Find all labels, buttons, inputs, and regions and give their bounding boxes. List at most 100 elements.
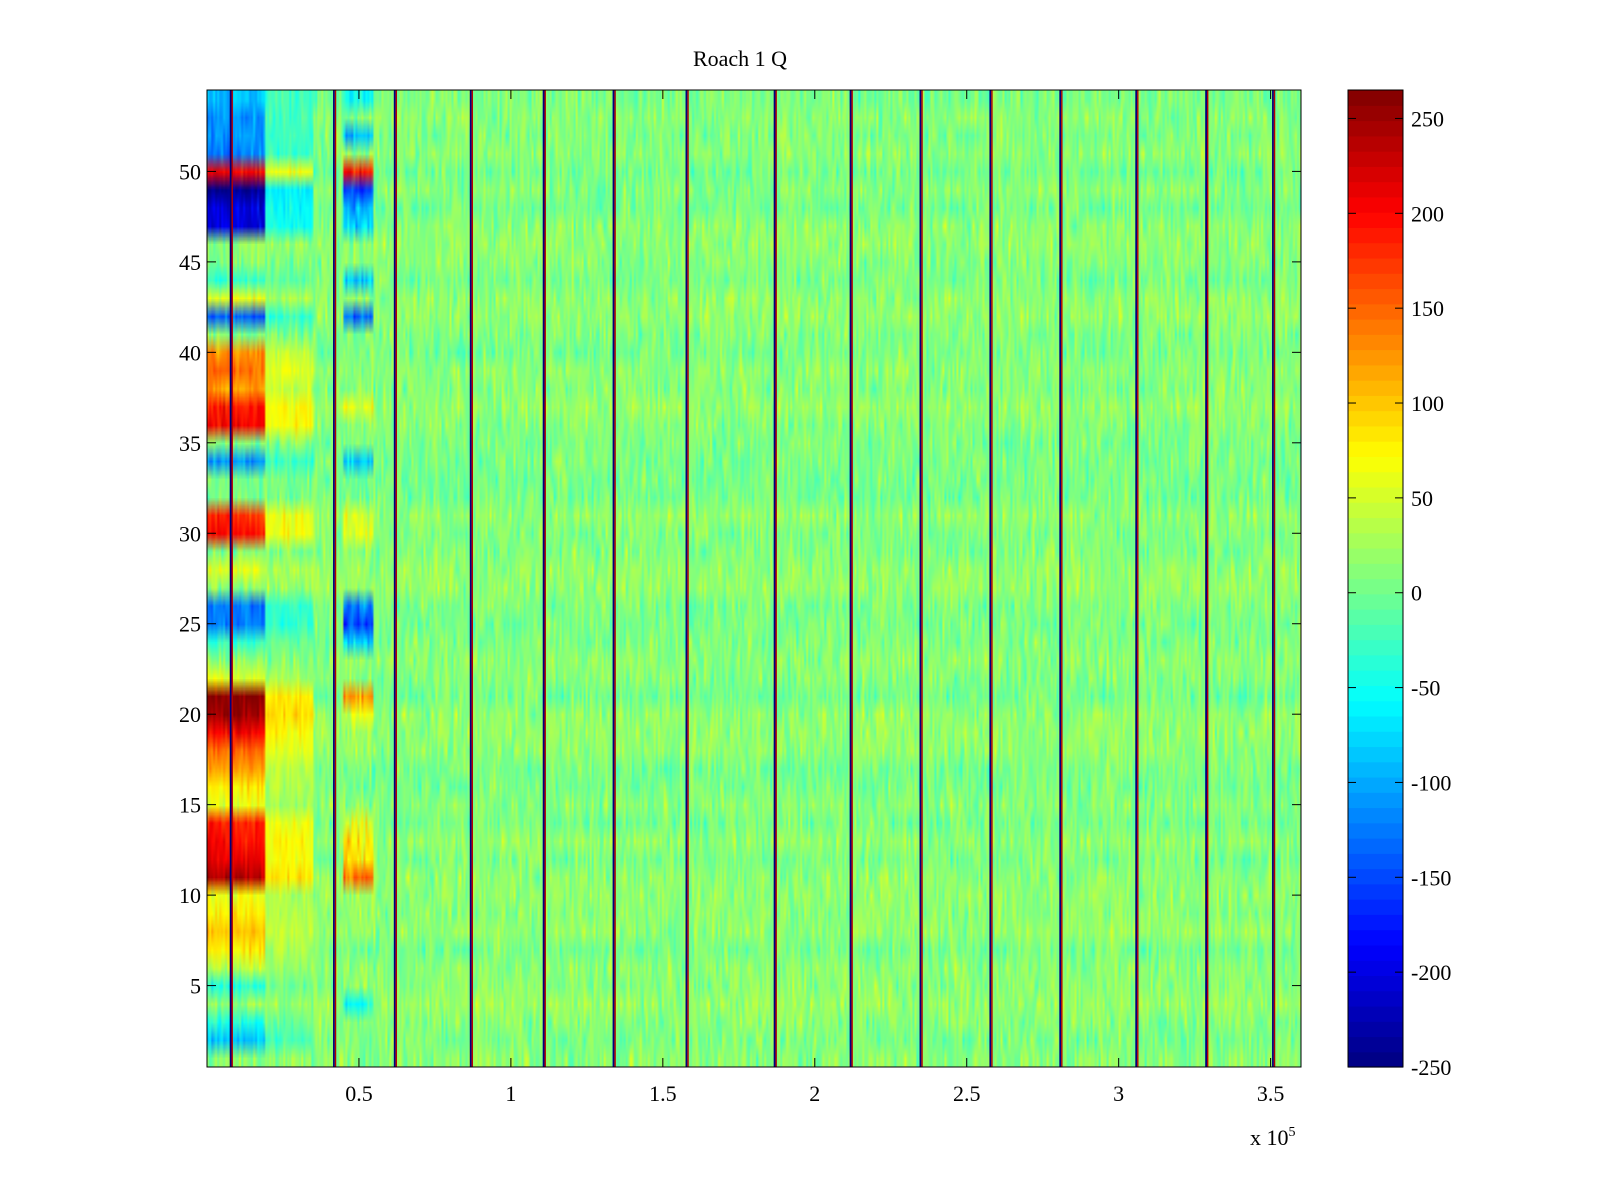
x-tick-label-6: 3.5 [1257, 1081, 1285, 1106]
colorbar-band-44 [1348, 380, 1403, 396]
colorbar-band-45 [1348, 364, 1403, 381]
vertical-line-dark-4 [542, 90, 545, 1067]
y-tick-label-9: 50 [179, 159, 201, 184]
x-tick-label-2: 1.5 [649, 1081, 677, 1106]
colorbar-band-12 [1348, 868, 1403, 885]
vertical-line-dark-11 [1059, 90, 1062, 1067]
colorbar-band-40 [1348, 441, 1403, 457]
colorbar-band-15 [1348, 822, 1403, 839]
vertical-line-dark-0 [229, 90, 232, 1067]
vertical-line-dark-12 [1135, 90, 1138, 1067]
colorbar-band-9 [1348, 914, 1403, 931]
colorbar-band-63 [1348, 90, 1403, 106]
y-tick-label-3: 20 [179, 702, 201, 727]
colorbar-band-11 [1348, 883, 1403, 900]
colorbar-band-35 [1348, 517, 1403, 534]
x-tick-label-4: 2.5 [953, 1081, 981, 1106]
colorbar-band-17 [1348, 792, 1403, 809]
vertical-line-red-12 [1137, 90, 1139, 1067]
colorbar-band-47 [1348, 334, 1403, 351]
colorbar-tick-label-1: 200 [1411, 201, 1444, 226]
colorbar-band-56 [1348, 196, 1403, 213]
colorbar-band-5 [1348, 975, 1403, 992]
colorbar-tick-label-4: 50 [1411, 486, 1433, 511]
vertical-line-red-8 [851, 90, 853, 1067]
colorbar-band-52 [1348, 257, 1403, 274]
y-axis-ticks: 5 10 15 20 25 30 35 40 45 50 [179, 159, 1301, 999]
colorbar-band-18 [1348, 776, 1403, 793]
colorbar-band-50 [1348, 288, 1403, 305]
colorbar-band-43 [1348, 395, 1403, 412]
colorbar-band-55 [1348, 212, 1403, 228]
vertical-lines [229, 90, 1276, 1067]
vertical-line-red-7 [775, 90, 777, 1067]
colorbar-band-31 [1348, 578, 1403, 595]
colorbar-tick-label-3: 100 [1411, 391, 1444, 416]
colorbar-band-49 [1348, 303, 1403, 320]
colorbar-tick-label-8: -150 [1411, 865, 1451, 890]
colorbar-band-36 [1348, 502, 1403, 519]
colorbar-band-39 [1348, 456, 1403, 473]
colorbar-band-46 [1348, 349, 1403, 366]
vertical-line-dark-6 [685, 90, 688, 1067]
vertical-line-red-0 [231, 90, 233, 1067]
x-tick-label-3: 2 [809, 1081, 820, 1106]
colorbar-band-20 [1348, 746, 1403, 763]
x-tick-label-0: 0.5 [345, 1081, 373, 1106]
vertical-line-red-6 [687, 90, 689, 1067]
colorbar-band-13 [1348, 853, 1403, 870]
y-tick-label-0: 5 [190, 974, 201, 999]
colorbar-band-42 [1348, 410, 1403, 427]
colorbar-band-22 [1348, 715, 1403, 732]
colorbar-band-62 [1348, 105, 1403, 122]
colorbar-band-60 [1348, 135, 1403, 152]
y-tick-label-7: 40 [179, 340, 201, 365]
colorbar-band-29 [1348, 609, 1403, 625]
colorbar-band-61 [1348, 120, 1403, 137]
vertical-line-red-11 [1061, 90, 1063, 1067]
x-exponent-label: x 105 [1250, 1125, 1296, 1150]
vertical-line-dark-8 [849, 90, 852, 1067]
colorbar-frame [1347, 89, 1404, 1068]
vertical-line-dark-7 [773, 90, 776, 1067]
vertical-line-red-9 [921, 90, 923, 1067]
colorbar-band-53 [1348, 242, 1403, 259]
colorbar-band-59 [1348, 151, 1403, 167]
colorbar-tick-label-0: 250 [1411, 106, 1444, 131]
y-tick-label-8: 45 [179, 250, 201, 275]
colorbar-band-8 [1348, 929, 1403, 946]
colorbar-tick-label-10: -250 [1411, 1055, 1451, 1080]
colorbar-tick-label-6: -50 [1411, 676, 1440, 701]
vertical-line-red-4 [544, 90, 546, 1067]
colorbar-band-2 [1348, 1021, 1403, 1038]
colorbar-band-51 [1348, 273, 1403, 290]
vertical-line-dark-5 [612, 90, 615, 1067]
colorbar-band-25 [1348, 670, 1403, 686]
colorbar-band-37 [1348, 486, 1403, 503]
colorbar-band-34 [1348, 532, 1403, 549]
vertical-line-dark-2 [393, 90, 396, 1067]
y-tick-label-6: 35 [179, 431, 201, 456]
plot-frame [206, 89, 1302, 1068]
x-exponent-base: x 10 [1250, 1125, 1289, 1150]
vertical-line-red-3 [471, 90, 473, 1067]
colorbar-band-41 [1348, 425, 1403, 442]
vertical-line-red-14 [1273, 90, 1276, 1067]
vertical-line-red-1 [334, 90, 337, 1067]
colorbar-band-54 [1348, 227, 1403, 244]
colorbar-band-19 [1348, 761, 1403, 778]
colorbar-band-27 [1348, 639, 1403, 656]
vertical-line-dark-14 [1272, 90, 1274, 1067]
x-exponent-power: 5 [1289, 1125, 1296, 1140]
colorbar-band-6 [1348, 960, 1403, 977]
colorbar-tick-label-7: -100 [1411, 770, 1451, 795]
colorbar-band-23 [1348, 700, 1403, 717]
colorbar-band-1 [1348, 1036, 1403, 1053]
colorbar-band-16 [1348, 807, 1403, 824]
x-tick-label-5: 3 [1113, 1081, 1124, 1106]
y-tick-label-1: 10 [179, 883, 201, 908]
heatmap-image [207, 90, 1301, 1067]
colorbar-ticks: 250 200 150 100 50 0 -50 -100 -150 -200 -250 [1348, 106, 1451, 1080]
colorbar-band-26 [1348, 654, 1403, 671]
heatmap-area [207, 90, 1301, 1067]
